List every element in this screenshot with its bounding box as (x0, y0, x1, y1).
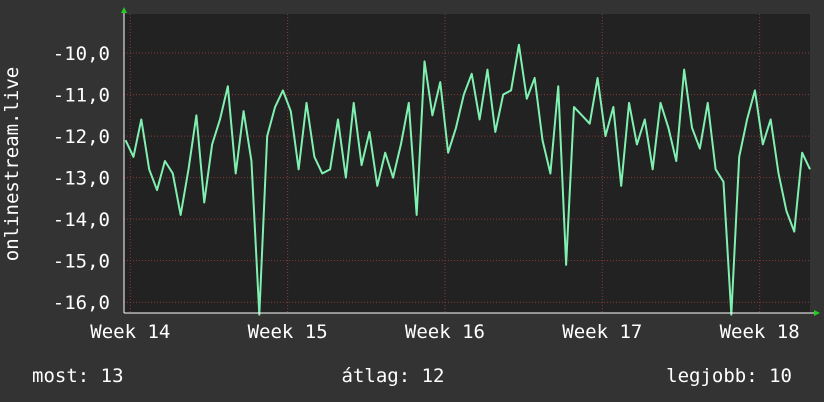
y-tick-label: -12,0 (53, 126, 110, 148)
marks (124, 43, 811, 316)
x-tick-label: Week 15 (248, 321, 328, 343)
grid (124, 14, 810, 313)
x-tick-label: Week 17 (562, 321, 642, 343)
y-tick-label: -11,0 (53, 85, 110, 107)
y-tick-label: -10,0 (53, 43, 110, 65)
data-line (124, 43, 811, 316)
y-tick-label: -16,0 (53, 292, 110, 314)
stat-best: legjobb: 10 (666, 365, 792, 387)
y-tick-label: -14,0 (53, 209, 110, 231)
stat-average: átlag: 12 (342, 365, 445, 387)
x-tick-label: Week 18 (720, 321, 800, 343)
y-axis-label: onlinestream.live (1, 67, 23, 261)
y-tick-label: -15,0 (53, 251, 110, 273)
y-axis-arrow (121, 7, 127, 13)
y-tick-label: -13,0 (53, 168, 110, 190)
stat-current: most: 13 (32, 365, 124, 387)
x-tick-label: Week 14 (90, 321, 170, 343)
x-axis-arrow (814, 310, 820, 316)
plot-area (124, 14, 810, 313)
x-tick-label: Week 16 (405, 321, 485, 343)
